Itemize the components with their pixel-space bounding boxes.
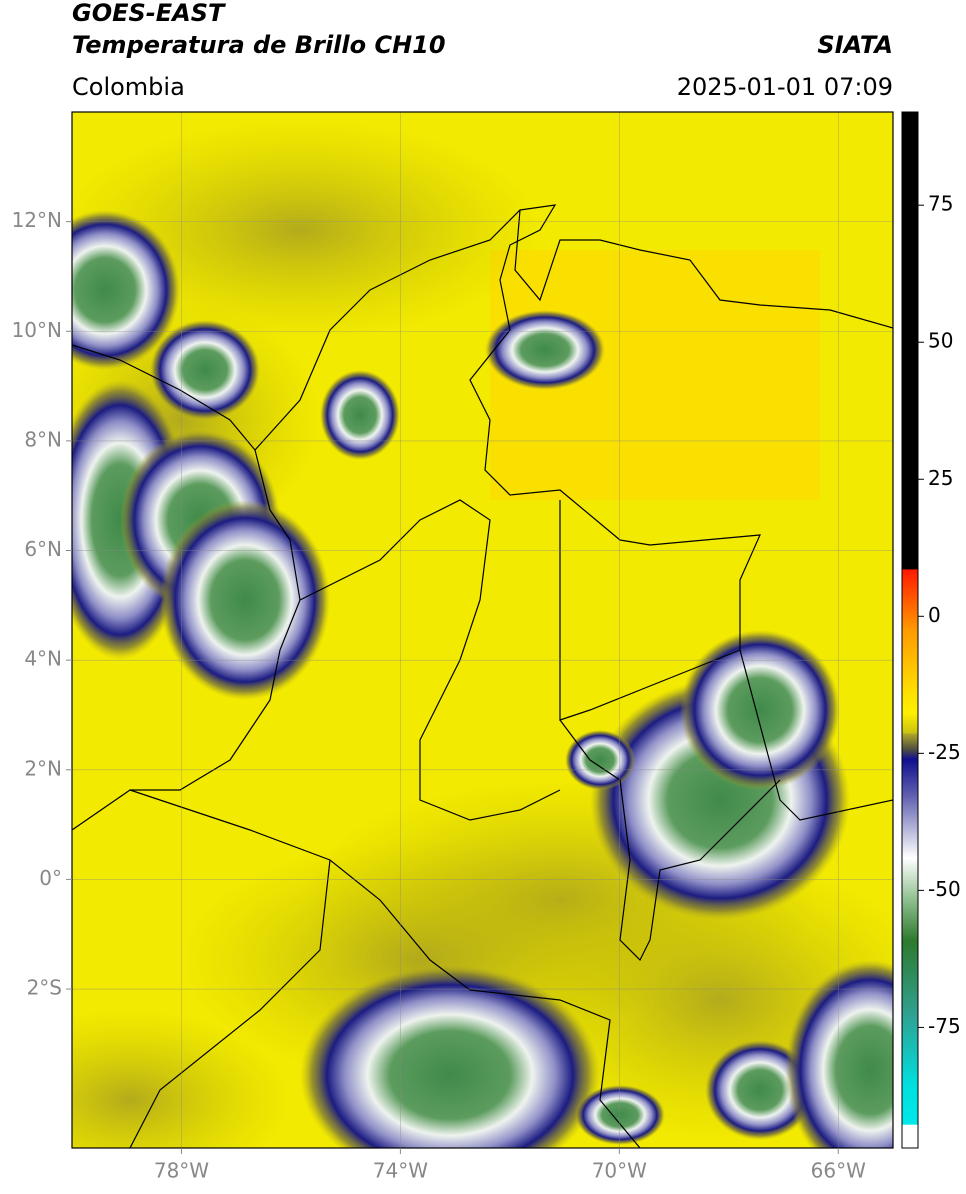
x-tick-label: 70°W: [592, 1159, 647, 1183]
region: Colombia: [72, 73, 185, 101]
map-frame: [71, 111, 894, 1149]
colorbar-tick-label: -50: [928, 877, 961, 901]
colorbar-tick-label: -25: [928, 740, 961, 764]
colorbar-tick-label: -75: [928, 1014, 961, 1038]
y-tick-label: 2°N: [24, 756, 62, 780]
y-tick-label: 10°N: [12, 318, 62, 342]
x-tick-label: 78°W: [154, 1159, 209, 1183]
title: GOES-EAST: [72, 0, 226, 27]
colorbar-tick-label: 75: [928, 192, 953, 216]
gridlines: [72, 112, 893, 1148]
colorbar-tick-label: 50: [928, 329, 953, 353]
source: SIATA: [817, 31, 893, 59]
y-tick-label: 2°S: [27, 976, 62, 1000]
colorbar: [901, 111, 919, 1149]
title: Temperatura de Brillo CH10: [72, 31, 446, 59]
y-tick-label: 0°: [39, 866, 62, 890]
colorbar-tick-label: 25: [928, 466, 953, 490]
y-tick-label: 6°N: [24, 537, 62, 561]
y-tick-label: 4°N: [24, 647, 62, 671]
colorbar-tick-label: 0: [928, 603, 941, 627]
y-tick-label: 12°N: [12, 208, 62, 232]
x-tick-label: 66°W: [811, 1159, 866, 1183]
y-tick-label: 8°N: [24, 427, 62, 451]
satellite-image: [72, 112, 893, 1148]
x-tick-label: 74°W: [373, 1159, 428, 1183]
datetime: 2025-01-01 07:09: [677, 73, 893, 101]
